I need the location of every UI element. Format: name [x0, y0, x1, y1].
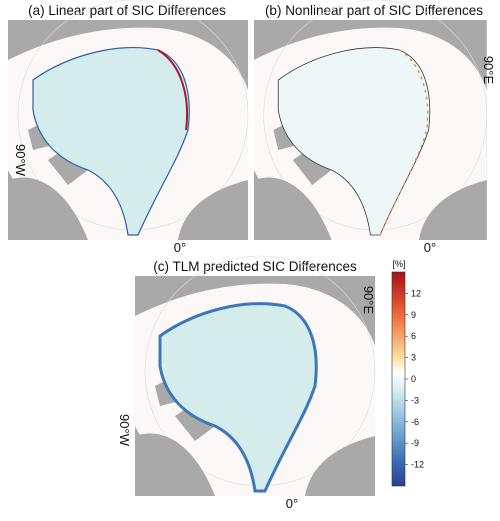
tick-label: -6 [411, 417, 419, 427]
tick-label: 12 [411, 288, 421, 298]
panel-b: (b) Nonlinear part of SIC Differences 90… [253, 0, 496, 255]
map [7, 0, 249, 241]
tick-label: -3 [411, 395, 419, 405]
map [134, 255, 376, 497]
colorbar-bar [391, 271, 406, 487]
tick-label: -9 [411, 438, 419, 448]
axis-label: 0° [174, 240, 186, 255]
panel-title: (c) TLM predicted SIC Differences [153, 259, 357, 274]
axis-label: 90°E [481, 56, 496, 85]
axis-label: 0° [424, 240, 436, 255]
tick-label: 6 [411, 331, 416, 341]
axis-label: 0° [286, 496, 298, 511]
axis-label: 90°W [13, 144, 28, 177]
tick-label: 9 [411, 310, 416, 320]
panel-title: (b) Nonlinear part of SIC Differences [265, 3, 483, 18]
map [253, 0, 488, 241]
colorbar-unit: [%] [392, 259, 405, 269]
tick-label: 0 [411, 374, 416, 384]
tick-label: -12 [411, 460, 424, 470]
panel-title: (a) Linear part of SIC Differences [28, 3, 226, 18]
axis-label: 90°E [361, 286, 376, 315]
colorbar: [%] 12 9 6 3 0 -3 -6 -9 -12 [391, 259, 424, 487]
panel-a: (a) Linear part of SIC Differences 90°W … [7, 0, 249, 255]
panel-c: (c) TLM predicted SIC Differences 90°E 9… [117, 255, 376, 511]
tick-label: 3 [411, 353, 416, 363]
axis-label: 90°W [117, 414, 132, 447]
